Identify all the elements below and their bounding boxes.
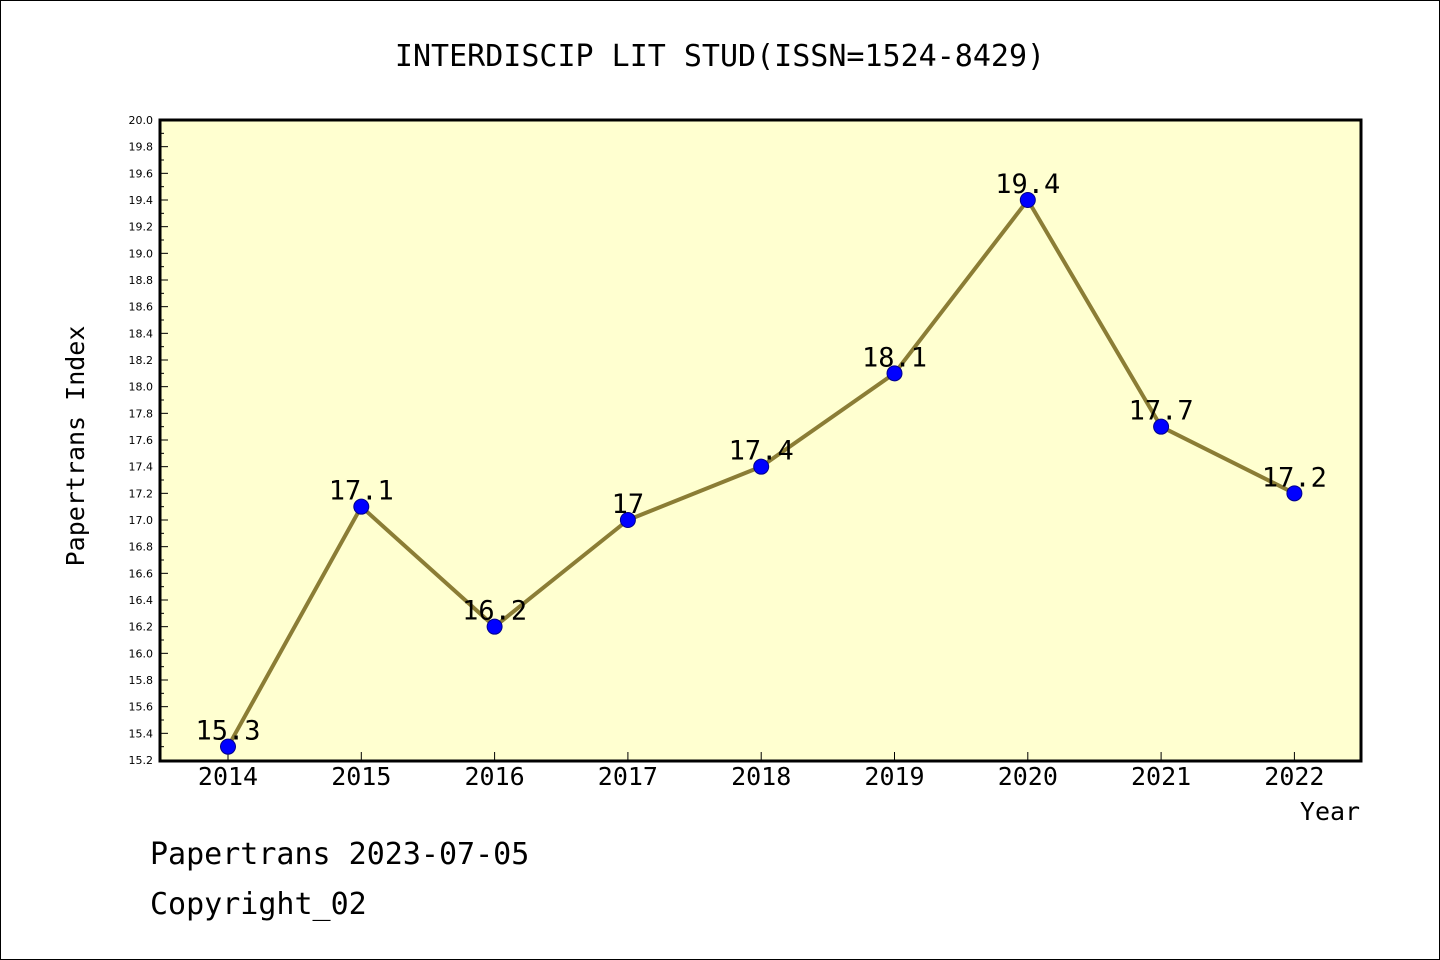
x-tick-label: 2019 bbox=[864, 762, 924, 791]
y-tick-label: 16.6 bbox=[129, 567, 154, 580]
data-point-marker bbox=[220, 738, 236, 755]
y-axis: 15.2 15.4 15.6 15.8 16.0 16.2 16.4 16.6 16.8 17.0… bbox=[129, 114, 168, 767]
y-tick-label: 19.4 bbox=[129, 194, 154, 207]
footer-date: Papertrans 2023-07-05 bbox=[150, 837, 529, 872]
y-tick-label: 17.2 bbox=[129, 487, 154, 500]
y-tick-label: 17.4 bbox=[129, 461, 154, 474]
y-tick-label: 19.0 bbox=[129, 247, 154, 260]
y-tick-label: 17.0 bbox=[129, 514, 154, 527]
x-tick-label: 2017 bbox=[598, 762, 658, 791]
marker-group bbox=[220, 192, 1303, 755]
chart-title: INTERDISCIP LIT STUD(ISSN=1524-8429) bbox=[395, 39, 1045, 74]
data-point-marker bbox=[353, 498, 370, 515]
x-axis-label: Year bbox=[1300, 797, 1360, 826]
y-tick-label: 15.4 bbox=[129, 727, 154, 740]
plot-area bbox=[160, 120, 1361, 761]
y-tick-label: 18.8 bbox=[129, 274, 154, 287]
data-point-marker bbox=[1153, 418, 1170, 435]
x-tick-label: 2018 bbox=[731, 762, 791, 791]
y-tick-label: 16.2 bbox=[129, 621, 154, 634]
y-tick-label: 19.6 bbox=[129, 167, 154, 180]
plot-border bbox=[158, 118, 1363, 763]
data-label: 16.2 bbox=[462, 596, 527, 627]
data-point-marker bbox=[753, 458, 770, 475]
data-label: 18.1 bbox=[862, 342, 927, 373]
data-label-group: 15.3 17.1 16.2 17 17.4 18.1 19.4 17.7 17.2 bbox=[195, 169, 1326, 747]
x-tick-label: 2014 bbox=[198, 762, 258, 791]
data-point-marker bbox=[1019, 192, 1036, 208]
y-tick-label: 18.2 bbox=[129, 354, 154, 367]
y-tick-label: 17.8 bbox=[129, 407, 154, 420]
data-label: 17 bbox=[612, 489, 645, 520]
y-axis-label: Papertrans Index bbox=[61, 326, 90, 567]
y-tick-label: 18.6 bbox=[129, 301, 154, 314]
x-tick-label: 2021 bbox=[1131, 762, 1191, 791]
y-tick-label: 15.6 bbox=[129, 701, 154, 714]
data-point-marker bbox=[486, 618, 503, 635]
x-tick-label: 2016 bbox=[464, 762, 524, 791]
y-tick-label: 16.4 bbox=[129, 594, 154, 607]
data-point-marker bbox=[619, 512, 636, 528]
y-tick-label: 16.0 bbox=[129, 647, 154, 660]
data-label: 19.4 bbox=[995, 169, 1060, 200]
y-tick-label: 15.8 bbox=[129, 674, 154, 687]
x-tick-label: 2022 bbox=[1264, 762, 1324, 791]
y-tick-label: 16.8 bbox=[129, 541, 154, 554]
data-label: 17.4 bbox=[729, 436, 794, 467]
data-point-marker bbox=[1286, 485, 1303, 502]
data-label: 17.2 bbox=[1262, 462, 1327, 493]
y-tick-label: 18.4 bbox=[129, 327, 154, 340]
y-tick-label: 15.2 bbox=[129, 754, 154, 767]
y-tick-label: 19.2 bbox=[129, 221, 154, 234]
x-axis: 2014 2015 2016 2017 2018 2019 2020 2021 2022 bbox=[198, 752, 1325, 791]
data-point-marker bbox=[886, 365, 903, 382]
data-label: 17.7 bbox=[1129, 396, 1194, 427]
y-tick-label: 20.0 bbox=[129, 114, 154, 127]
footer-copyright: Copyright_02 bbox=[150, 887, 367, 922]
y-tick-label: 18.0 bbox=[129, 381, 154, 394]
x-tick-label: 2020 bbox=[998, 762, 1058, 791]
y-tick-label: 17.6 bbox=[129, 434, 154, 447]
data-label: 15.3 bbox=[195, 716, 260, 747]
x-tick-label: 2015 bbox=[331, 762, 391, 791]
data-label: 17.1 bbox=[329, 476, 394, 507]
y-tick-label: 19.8 bbox=[129, 141, 154, 154]
